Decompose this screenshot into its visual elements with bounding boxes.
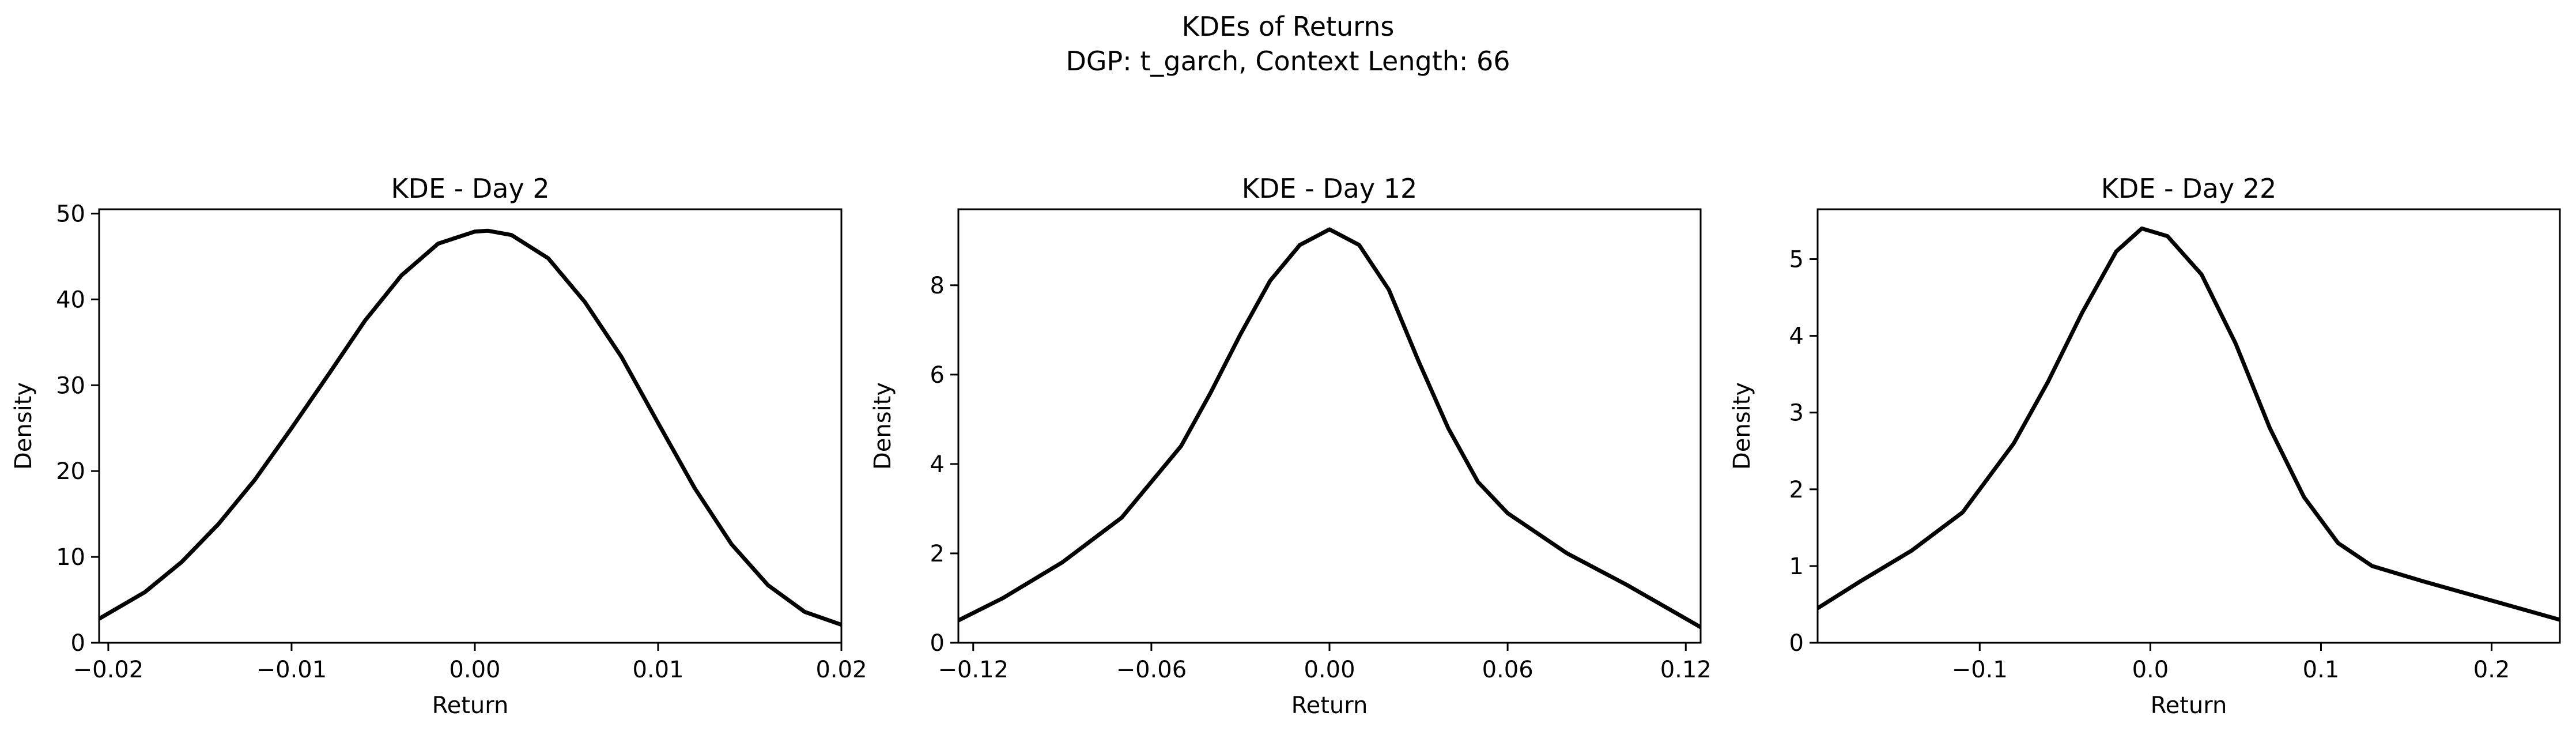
- subplot-1: KDE - Day 2 −0.02 −0.01 0.00 0.01 0.02 0 10 20 30…: [10, 173, 867, 719]
- y-tick-label: 30: [56, 372, 85, 399]
- subplot-title: KDE - Day 2: [391, 173, 549, 204]
- y-tick-label: 0: [930, 630, 945, 657]
- subplot-3: KDE - Day 22 −0.1 0.0 0.1 0.2 0 1 2 3 4 5 Return Den…: [1729, 173, 2561, 719]
- subplot-2: KDE - Day 12 −0.12 −0.06 0.00 0.06 0.12 0 2 4 6 8 R…: [870, 173, 1712, 719]
- kde-curve: [1818, 226, 2560, 622]
- y-axis-label: Density: [1729, 382, 1755, 470]
- subplot-title: KDE - Day 12: [1242, 173, 1417, 204]
- subplots-container: KDE - Day 2−0.02 −0.01 0.00 0.01 0.020102030…: [10, 173, 2561, 719]
- x-tick-label: 0.00: [449, 657, 500, 683]
- y-tick-label: 1: [1789, 553, 1804, 580]
- y-tick-label: 5: [1789, 247, 1804, 273]
- axes-frame: [98, 208, 843, 644]
- x-axis-label: Return: [2151, 692, 2227, 719]
- x-tick-label: −0.01: [256, 657, 327, 683]
- x-axis-label: Return: [1291, 692, 1368, 719]
- x-tick-label: 0.00: [1304, 657, 1355, 683]
- figure-suptitle-line1: KDEs of Returns: [1182, 11, 1395, 42]
- y-tick-label: 4: [1789, 323, 1804, 350]
- y-axis-label: Density: [870, 382, 896, 470]
- x-tick-label: 0.1: [2303, 657, 2340, 683]
- y-tick-label: 2: [1789, 477, 1804, 503]
- y-tick-label: 2: [930, 541, 945, 567]
- y-tick-label: 6: [930, 362, 945, 389]
- x-tick-label: −0.02: [73, 657, 144, 683]
- y-axis-label: Density: [10, 382, 37, 470]
- y-tick-label: 8: [930, 273, 945, 299]
- x-tick-label: −0.12: [938, 657, 1009, 683]
- y-tick-label: 40: [56, 287, 85, 313]
- subplot-title: KDE - Day 22: [2101, 173, 2276, 204]
- axes-frame: [1816, 208, 2561, 644]
- x-tick-label: 0.0: [2132, 657, 2169, 683]
- figure-suptitle-line2: DGP: t_garch, Context Length: 66: [1066, 46, 1510, 77]
- x-tick-label: −0.06: [1116, 657, 1187, 683]
- y-tick-label: 20: [56, 458, 85, 485]
- y-tick-label: 0: [1789, 630, 1804, 657]
- kde-curve: [958, 227, 1701, 630]
- x-tick-label: 0.12: [1660, 657, 1712, 683]
- x-tick-label: 0.02: [815, 657, 867, 683]
- x-tick-label: 0.06: [1482, 657, 1533, 683]
- x-tick-label: 0.2: [2473, 657, 2510, 683]
- y-tick-label: 10: [56, 544, 85, 571]
- kde-curve: [99, 228, 841, 627]
- x-tick-label: 0.01: [632, 657, 683, 683]
- x-tick-label: −0.1: [1952, 657, 2008, 683]
- x-axis-label: Return: [432, 692, 509, 719]
- y-tick-label: 0: [71, 630, 85, 657]
- y-tick-label: 3: [1789, 400, 1804, 427]
- y-tick-label: 4: [930, 451, 945, 478]
- y-tick-label: 50: [56, 201, 85, 227]
